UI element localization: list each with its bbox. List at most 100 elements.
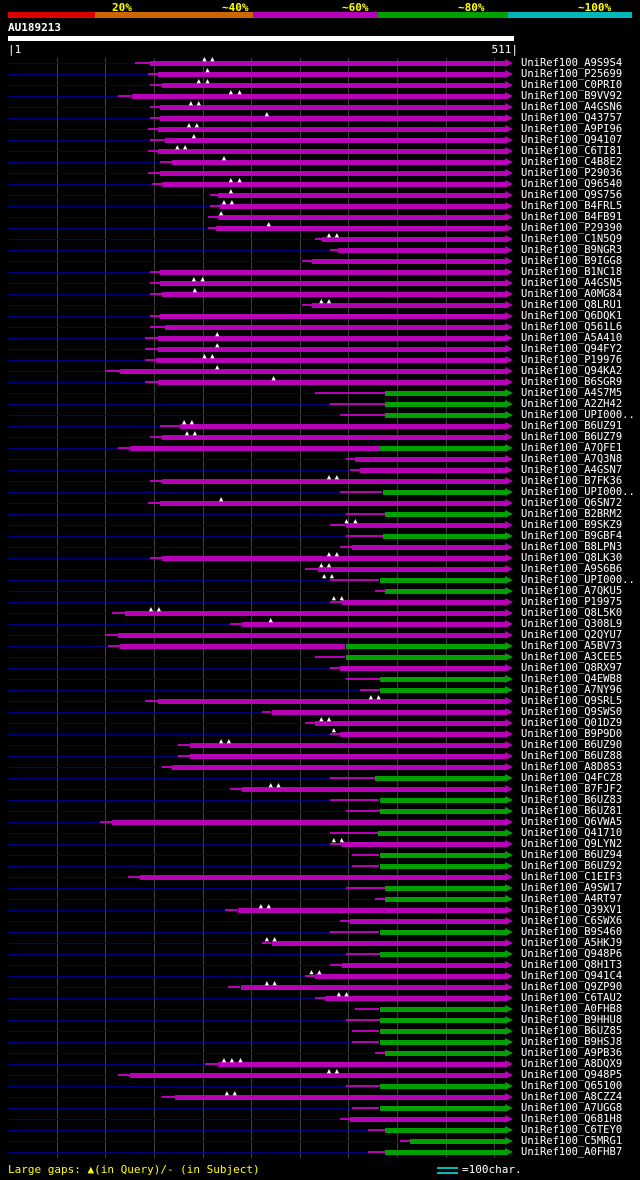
alignment-row[interactable]: ▲ ▲ UniRef100_B7FK36 [0, 473, 640, 487]
hit-label[interactable]: UniRef100_A7QFE1 [521, 442, 623, 454]
alignment-row[interactable]: ▲ UniRef100_Q94KA2 [0, 363, 640, 377]
alignment-row[interactable]: ▲ UniRef100_A5A410 [0, 330, 640, 344]
hit-label[interactable]: UniRef100_A5A410 [521, 332, 623, 344]
alignment-row[interactable]: UniRef100_A9PB36 [0, 1048, 640, 1059]
hit-label[interactable]: UniRef100_A4GSN5 [521, 277, 623, 289]
hit-label[interactable]: UniRef100_C4B8E2 [521, 156, 623, 168]
hit-label[interactable]: UniRef100_B6UZ79 [521, 431, 623, 443]
alignment-row[interactable]: ▲ ▲ UniRef100_A5HKJ9 [0, 935, 640, 949]
hit-label[interactable]: UniRef100_Q561L6 [521, 321, 623, 333]
alignment-row[interactable]: ▲ UniRef100_P25699 [0, 66, 640, 80]
hit-label[interactable]: UniRef100_B6UZ94 [521, 849, 623, 861]
hit-label[interactable]: UniRef100_P19976 [521, 354, 623, 366]
hit-label[interactable]: UniRef100_B6UZ90 [521, 739, 623, 751]
hit-label[interactable]: UniRef100_Q8LK30 [521, 552, 623, 564]
alignment-row[interactable]: ▲ ▲ UniRef100_Q01DZ9 [0, 715, 640, 729]
hit-label[interactable]: UniRef100_B9HHU8 [521, 1014, 623, 1026]
alignment-row[interactable]: UniRef100_A7QKU5 [0, 586, 640, 597]
alignment-row[interactable]: UniRef100_Q41710 [0, 828, 640, 839]
alignment-row[interactable]: ▲ UniRef100_Q94107 [0, 132, 640, 146]
alignment-row[interactable]: ▲ UniRef100_Q6SN72 [0, 495, 640, 509]
alignment-row[interactable]: ▲ ▲ UniRef100_P19976 [0, 352, 640, 366]
alignment-row[interactable]: ▲ ▲ UniRef100_P19975 [0, 594, 640, 608]
hit-label[interactable]: UniRef100_Q8H1T3 [521, 959, 623, 971]
alignment-row[interactable]: UniRef100_B9GBF4 [0, 531, 640, 542]
alignment-row[interactable]: UniRef100_A7UGG8 [0, 1103, 640, 1114]
hit-label[interactable]: UniRef100_Q39XV1 [521, 904, 623, 916]
alignment-row[interactable]: UniRef100_A3CEE5 [0, 652, 640, 663]
hit-label[interactable]: UniRef100_B6UZ85 [521, 1025, 623, 1037]
alignment-row[interactable]: ▲ ▲ UniRef100_A8CZZ4 [0, 1089, 640, 1103]
alignment-row[interactable]: UniRef100_Q8RX97 [0, 663, 640, 674]
hit-label[interactable]: UniRef100_B9NGR3 [521, 244, 623, 256]
hit-label[interactable]: UniRef100_B4FB91 [521, 211, 623, 223]
alignment-row[interactable]: UniRef100_A5BV73 [0, 641, 640, 652]
alignment-row[interactable]: UniRef100_A0FHB8 [0, 1004, 640, 1015]
hit-label[interactable]: UniRef100_B6UZ91 [521, 420, 623, 432]
alignment-row[interactable]: UniRef100_C5MRG1 [0, 1136, 640, 1147]
alignment-row[interactable]: UniRef100_Q8H1T3 [0, 960, 640, 971]
alignment-row[interactable]: ▲ ▲ UniRef100_A9S9S4 [0, 55, 640, 69]
hit-label[interactable]: UniRef100_C5MRG1 [521, 1135, 623, 1147]
alignment-row[interactable]: ▲ UniRef100_Q9S756 [0, 187, 640, 201]
hit-label[interactable]: UniRef100_Q8L5K0 [521, 607, 623, 619]
hit-label[interactable]: UniRef100_B6UZ92 [521, 860, 623, 872]
alignment-row[interactable]: ▲ UniRef100_Q43757 [0, 110, 640, 124]
alignment-row[interactable]: UniRef100_UPI000.. [0, 487, 640, 498]
alignment-row[interactable]: ▲ ▲ UniRef100_A9S6B6 [0, 561, 640, 575]
hit-label[interactable]: UniRef100_A8DQX9 [521, 1058, 623, 1070]
hit-label[interactable]: UniRef100_B9SKZ9 [521, 519, 623, 531]
alignment-row[interactable]: UniRef100_Q6VWA5 [0, 817, 640, 828]
hit-label[interactable]: UniRef100_B9S460 [521, 926, 623, 938]
alignment-row[interactable]: ▲ ▲ UniRef100_B6UZ91 [0, 418, 640, 432]
alignment-row[interactable]: ▲ ▲ UniRef100_C6TI81 [0, 143, 640, 157]
alignment-row[interactable]: UniRef100_B6UZ88 [0, 751, 640, 762]
alignment-row[interactable]: UniRef100_Q681H8 [0, 1114, 640, 1125]
alignment-row[interactable]: UniRef100_B6UZ94 [0, 850, 640, 861]
hit-label[interactable]: UniRef100_Q948P6 [521, 948, 623, 960]
hit-label[interactable]: UniRef100_C1EIF3 [521, 871, 623, 883]
alignment-row[interactable]: UniRef100_C6SWX6 [0, 916, 640, 927]
hit-label[interactable]: UniRef100_Q4EWB8 [521, 673, 623, 685]
hit-label[interactable]: UniRef100_Q941C4 [521, 970, 623, 982]
hit-label[interactable]: UniRef100_A5BV73 [521, 640, 623, 652]
hit-label[interactable]: UniRef100_P29036 [521, 167, 623, 179]
hit-label[interactable]: UniRef100_Q4FCZ8 [521, 772, 623, 784]
alignment-row[interactable]: ▲ ▲ UniRef100_B6UZ90 [0, 737, 640, 751]
alignment-row[interactable]: UniRef100_A0FHB7 [0, 1147, 640, 1158]
alignment-row[interactable]: ▲ ▲ UniRef100_B4FRL5 [0, 198, 640, 212]
hit-label[interactable]: UniRef100_Q96540 [521, 178, 623, 190]
alignment-row[interactable]: UniRef100_Q6DQK1 [0, 311, 640, 322]
alignment-row[interactable]: ▲ UniRef100_A0MG84 [0, 286, 640, 300]
hit-label[interactable]: UniRef100_UPI000.. [521, 486, 635, 498]
hit-label[interactable]: UniRef100_C6TAU2 [521, 992, 623, 1004]
alignment-row[interactable]: UniRef100_B9HHU8 [0, 1015, 640, 1026]
hit-label[interactable]: UniRef100_C6TEY0 [521, 1124, 623, 1136]
hit-label[interactable]: UniRef100_A8CZZ4 [521, 1091, 623, 1103]
alignment-row[interactable]: UniRef100_A7Q3N8 [0, 454, 640, 465]
alignment-row[interactable]: ▲ ▲ UniRef100_B6UZ79 [0, 429, 640, 443]
alignment-row[interactable]: ▲ ▲ UniRef100_A4GSN5 [0, 275, 640, 289]
hit-label[interactable]: UniRef100_B4FRL5 [521, 200, 623, 212]
alignment-row[interactable]: UniRef100_B6UZ83 [0, 795, 640, 806]
alignment-row[interactable]: UniRef100_A2ZH42 [0, 399, 640, 410]
alignment-row[interactable]: UniRef100_Q4EWB8 [0, 674, 640, 685]
hit-label[interactable]: UniRef100_A9PI96 [521, 123, 623, 135]
hit-label[interactable]: UniRef100_UPI000.. [521, 409, 635, 421]
hit-label[interactable]: UniRef100_A8D8S3 [521, 761, 623, 773]
alignment-row[interactable]: UniRef100_Q65100 [0, 1081, 640, 1092]
alignment-row[interactable]: ▲ ▲ UniRef100_Q9ZP90 [0, 979, 640, 993]
hit-label[interactable]: UniRef100_Q948P5 [521, 1069, 623, 1081]
alignment-row[interactable]: ▲ UniRef100_P29390 [0, 220, 640, 234]
alignment-row[interactable]: UniRef100_A4GSN7 [0, 465, 640, 476]
hit-label[interactable]: UniRef100_C6TI81 [521, 145, 623, 157]
alignment-row[interactable]: ▲ ▲ UniRef100_C1N5Q9 [0, 231, 640, 245]
alignment-row[interactable]: ▲ UniRef100_B9P9D0 [0, 726, 640, 740]
hit-label[interactable]: UniRef100_A9S6B6 [521, 563, 623, 575]
hit-label[interactable]: UniRef100_B9VV92 [521, 90, 623, 102]
hit-label[interactable]: UniRef100_B9IGG8 [521, 255, 623, 267]
alignment-row[interactable]: UniRef100_B6UZ85 [0, 1026, 640, 1037]
alignment-row[interactable]: UniRef100_B1NC18 [0, 267, 640, 278]
hit-label[interactable]: UniRef100_B7FK36 [521, 475, 623, 487]
hit-label[interactable]: UniRef100_A4GSN7 [521, 464, 623, 476]
